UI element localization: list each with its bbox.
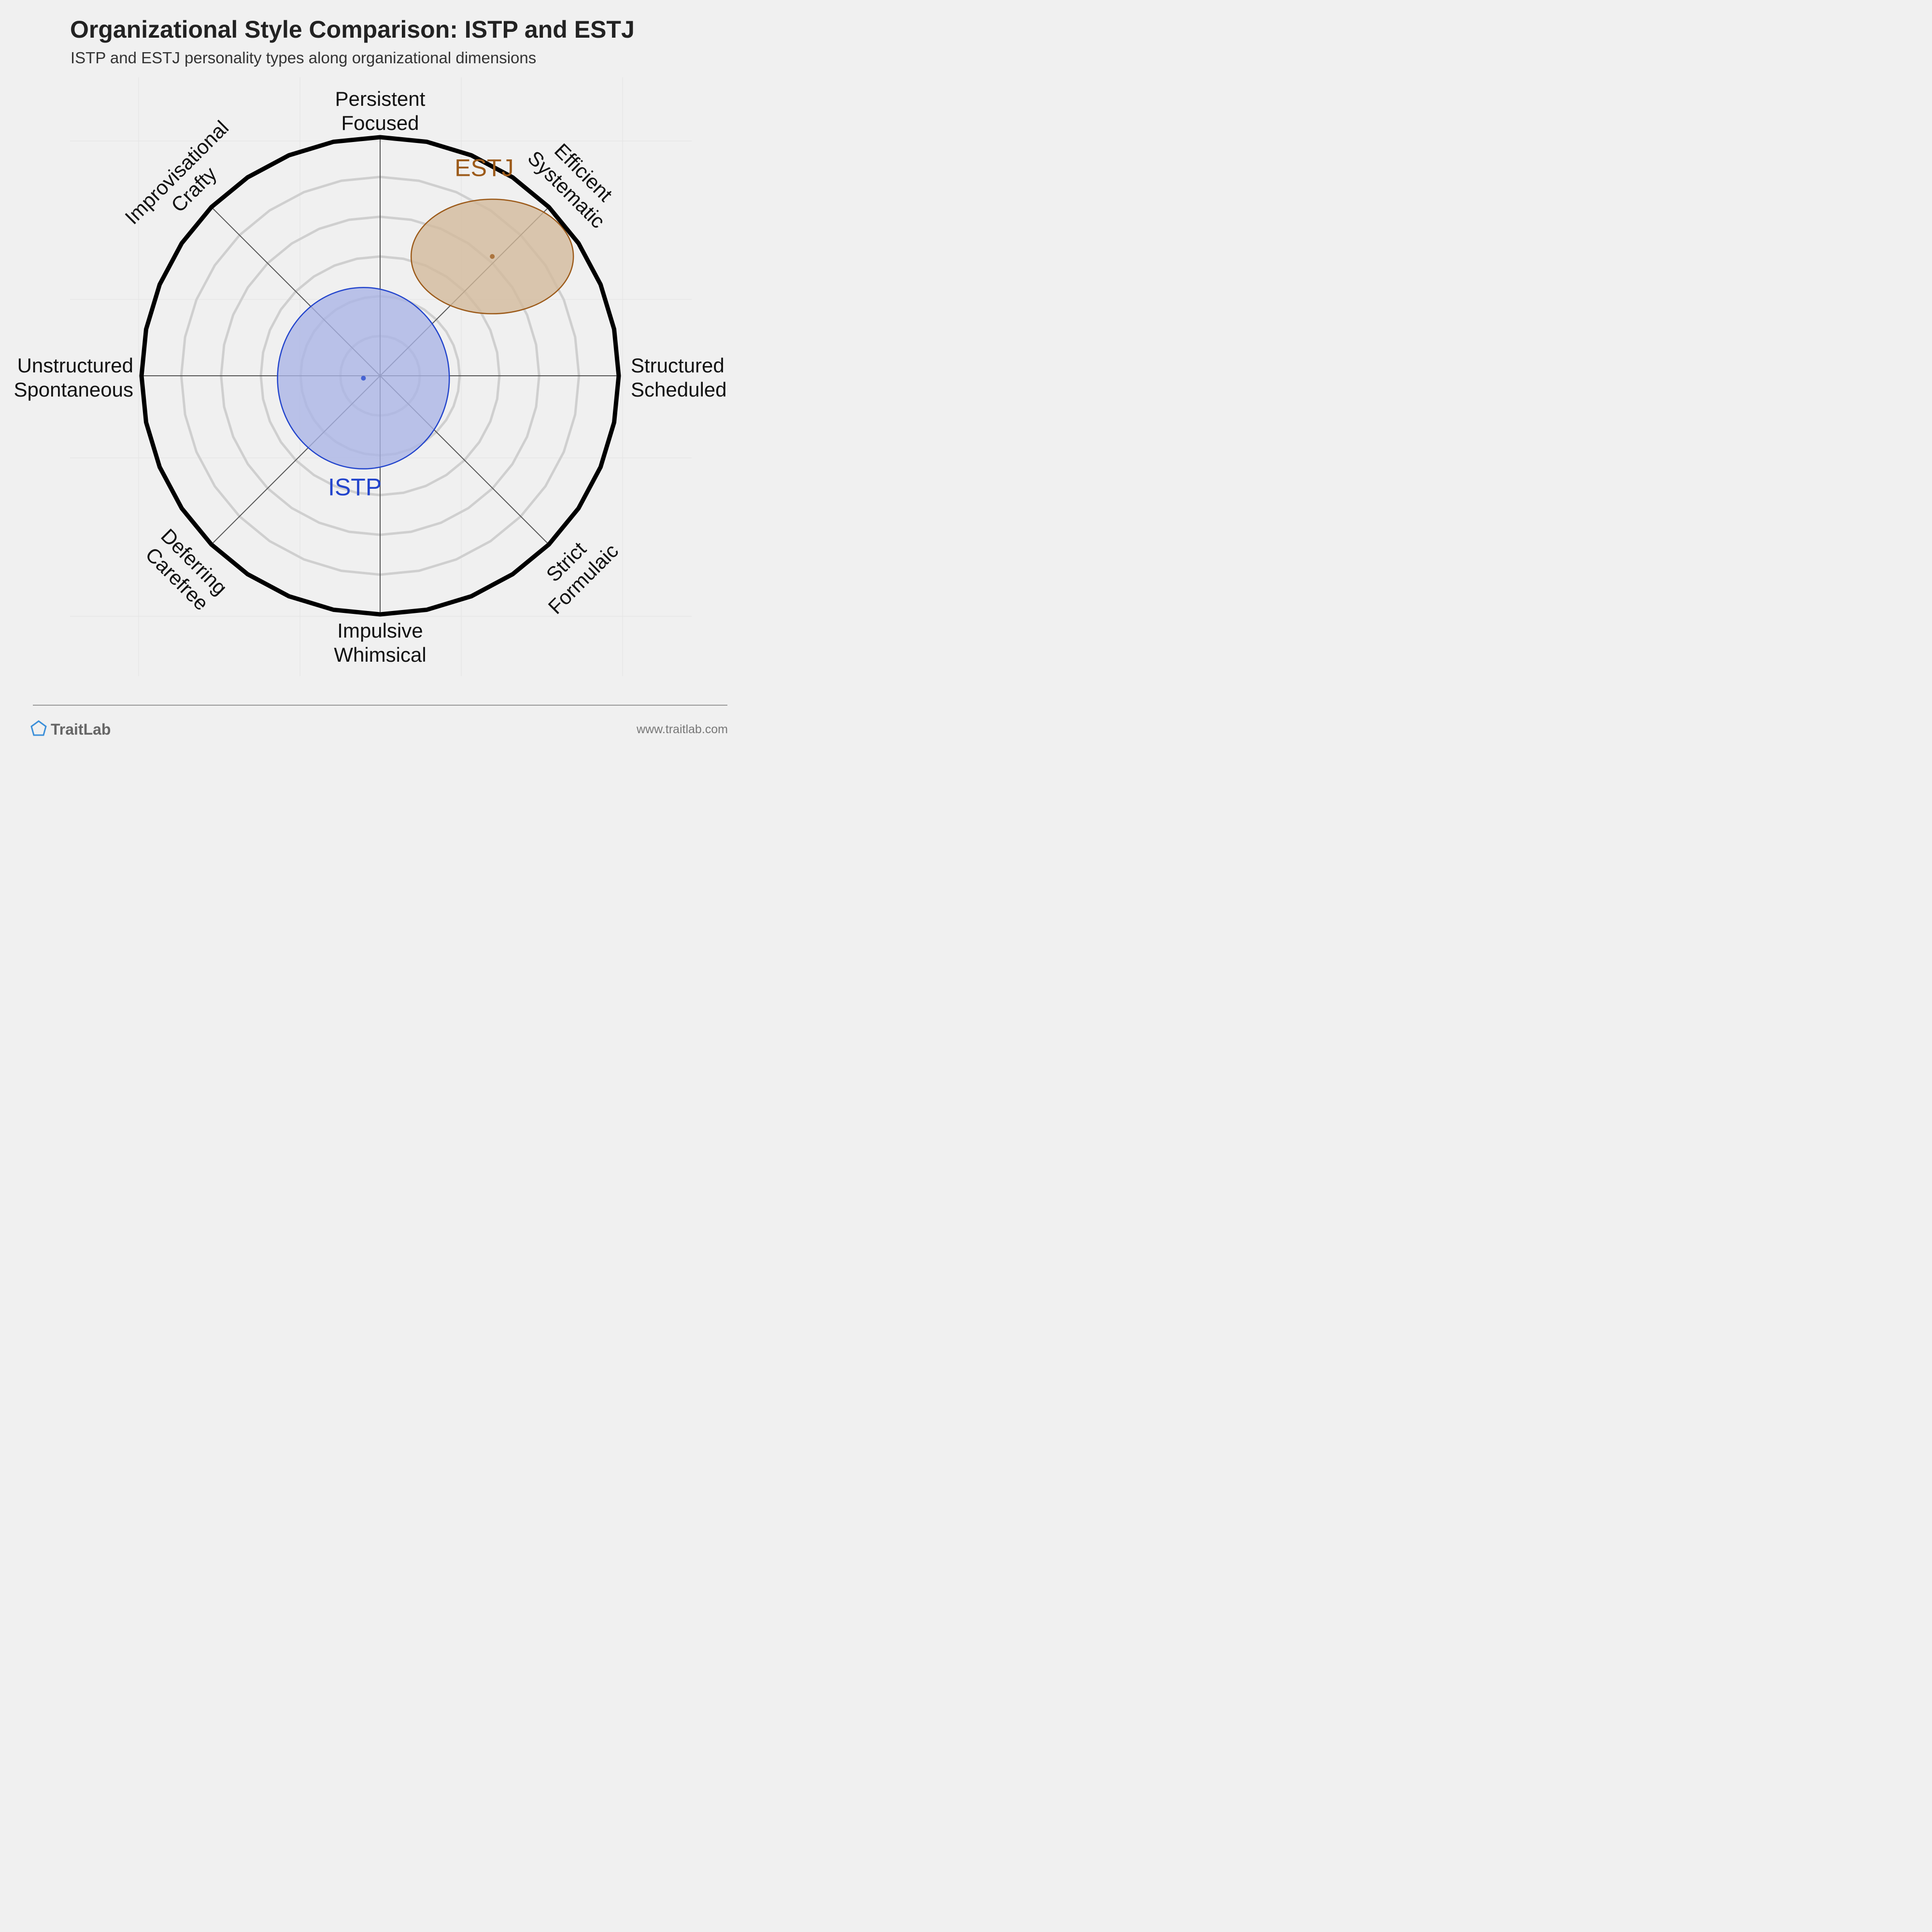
axis-label-top: Persistent Focused <box>335 87 426 134</box>
axis-label-line: Spontaneous <box>14 378 133 401</box>
chart: Organizational Style Comparison: ISTP an… <box>14 16 728 738</box>
outer-ring <box>139 135 621 617</box>
axis-label-bottom: Impulsive Whimsical <box>334 619 426 666</box>
series-layer <box>277 199 574 469</box>
brand-name: TraitLab <box>51 721 111 738</box>
type-labels: ESTJ ISTP <box>328 154 513 500</box>
axis-label-line: Focused <box>341 112 419 134</box>
type-label-istp: ISTP <box>328 474 382 501</box>
outer-ring-layer <box>139 135 621 617</box>
brand-url[interactable]: www.traitlab.com <box>636 723 728 736</box>
type-label-estj: ESTJ <box>455 154 513 181</box>
series-estj <box>410 199 574 314</box>
brand-logo[interactable]: TraitLab <box>30 720 111 738</box>
pentagon-icon <box>30 720 47 736</box>
axis-label-right: Structured Scheduled <box>631 354 727 401</box>
center-point <box>361 375 366 381</box>
chart-subtitle: ISTP and ESTJ personality types along or… <box>71 49 536 67</box>
axis-label-line: Impulsive <box>337 619 423 642</box>
chart-title: Organizational Style Comparison: ISTP an… <box>70 16 635 43</box>
axis-label-line: Unstructured <box>17 354 133 377</box>
axis-label-line: Whimsical <box>334 643 426 666</box>
series-istp <box>277 286 450 469</box>
center-point <box>490 254 495 259</box>
axis-label-line: Persistent <box>335 87 426 110</box>
axis-label-line: Scheduled <box>631 378 727 401</box>
axis-label-left: Unstructured Spontaneous <box>14 354 133 401</box>
axis-label-line: Structured <box>631 354 724 377</box>
